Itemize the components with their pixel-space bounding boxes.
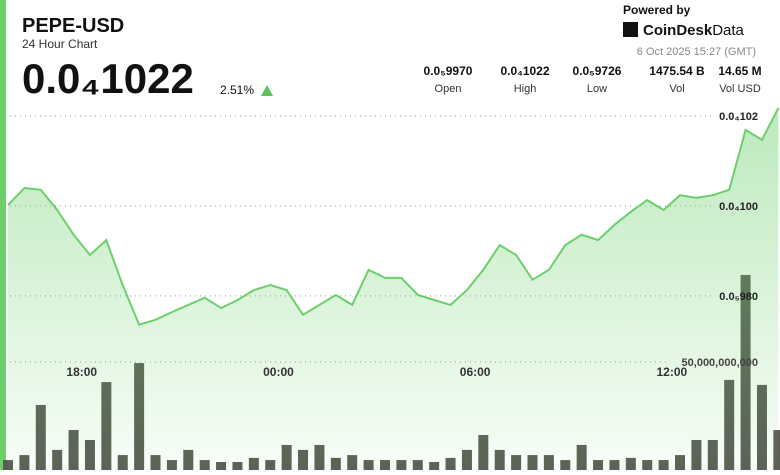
- stat-label: Open: [435, 83, 462, 95]
- x-tick-label: 18:00: [66, 365, 97, 379]
- price: 0.0₄1022: [22, 55, 194, 102]
- y-tick-label: 0.0₅980: [719, 291, 758, 303]
- stat-value: 0.0₄1022: [500, 64, 549, 78]
- y-tick-label: 0.0₄102: [719, 111, 758, 123]
- stat-label: High: [514, 83, 537, 95]
- price-line: [7, 107, 780, 326]
- powered-by: Powered by: [623, 3, 691, 17]
- stat-value: 1475.54 B: [649, 64, 705, 78]
- chart-title: PEPE-USD: [22, 15, 124, 37]
- accent-bar: [0, 0, 6, 470]
- stat-value: 0.0₅9970: [424, 64, 473, 78]
- y2-tick-label: 50,000,000,000: [682, 357, 758, 369]
- x-tick-label: 12:00: [656, 365, 687, 379]
- brand: CoinDeskData: [643, 22, 745, 39]
- x-tick-label: 06:00: [460, 365, 491, 379]
- brand-suffix: Data: [712, 22, 744, 39]
- brand-logo: [623, 22, 638, 37]
- stat-value: 14.65 M: [718, 64, 761, 78]
- stat-label: Vol: [669, 83, 684, 95]
- up-arrow: [261, 85, 273, 96]
- stat-value: 0.0₅9726: [573, 64, 622, 78]
- subtitle: 24 Hour Chart: [22, 37, 98, 51]
- change: 2.51%: [220, 83, 254, 97]
- x-tick-label: 00:00: [263, 365, 294, 379]
- y-tick-label: 0.0₄100: [719, 201, 758, 213]
- stat-label: Low: [587, 83, 607, 95]
- price-area: [8, 107, 779, 471]
- timestamp: 6 Oct 2025 15:27 (GMT): [637, 46, 756, 58]
- brand-name: CoinDesk: [643, 22, 713, 39]
- stat-label: Vol USD: [719, 83, 761, 95]
